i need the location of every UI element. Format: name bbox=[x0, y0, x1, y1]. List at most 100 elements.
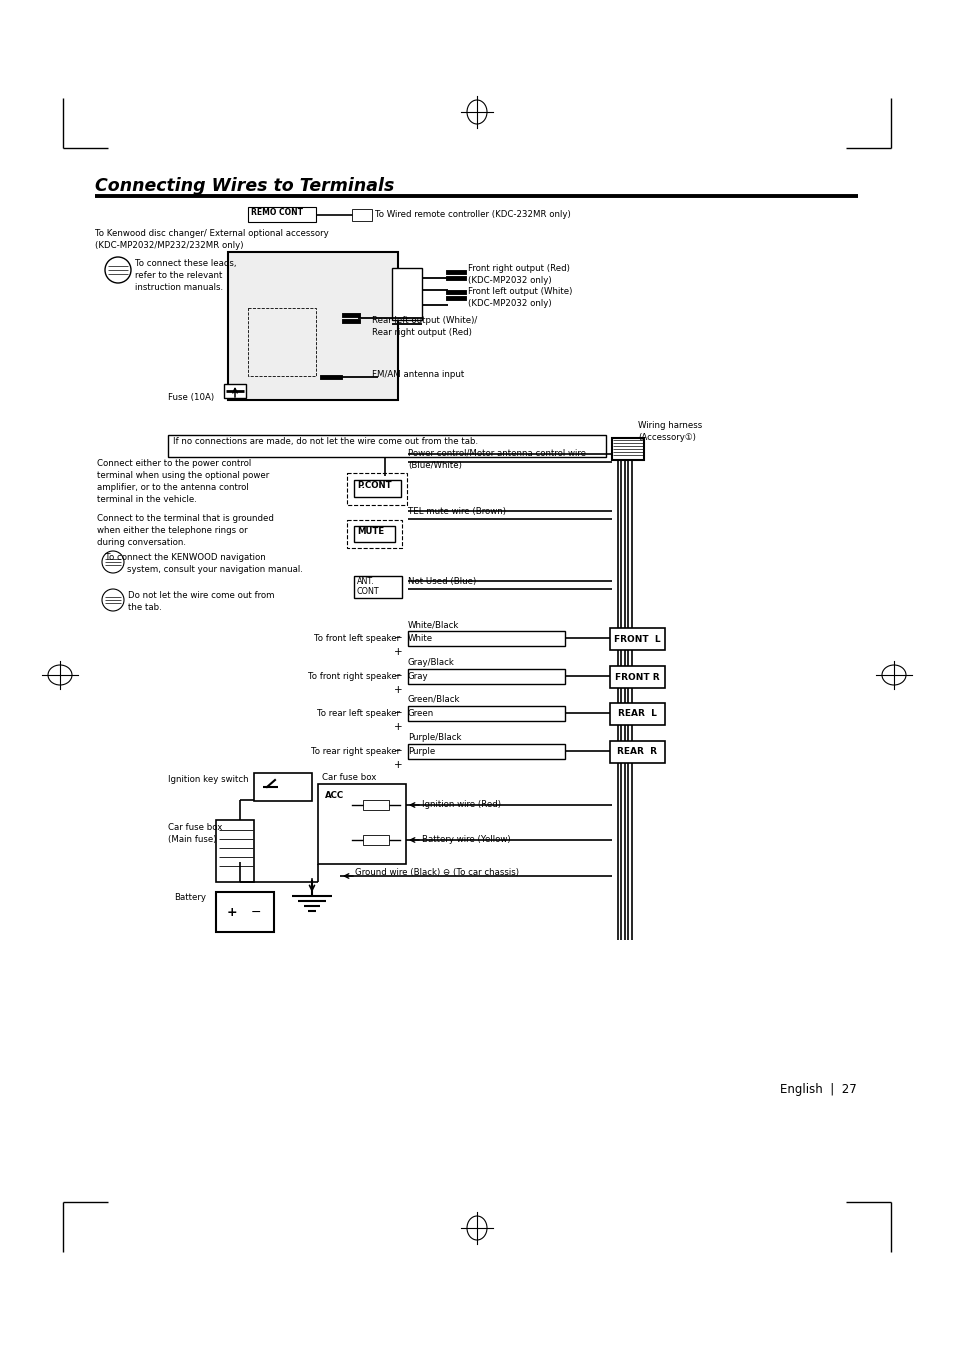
Circle shape bbox=[265, 784, 269, 788]
Text: Front right output (Red): Front right output (Red) bbox=[468, 265, 569, 273]
Text: To rear right speaker: To rear right speaker bbox=[311, 747, 399, 756]
Bar bbox=[253, 774, 312, 801]
Bar bbox=[354, 576, 401, 598]
Text: terminal when using the optional power: terminal when using the optional power bbox=[97, 471, 269, 481]
Text: +: + bbox=[227, 906, 237, 918]
Text: Do not let the wire come out from: Do not let the wire come out from bbox=[128, 591, 274, 599]
Text: To rear left speaker: To rear left speaker bbox=[316, 709, 399, 718]
Bar bbox=[363, 836, 389, 845]
Text: Ignition wire (Red): Ignition wire (Red) bbox=[421, 801, 500, 809]
Bar bbox=[224, 383, 246, 398]
Text: the tab.: the tab. bbox=[128, 603, 162, 612]
Bar bbox=[612, 437, 643, 460]
Text: Ground wire (Black) ⊖ (To car chassis): Ground wire (Black) ⊖ (To car chassis) bbox=[355, 868, 518, 878]
Text: (KDC-MP2032 only): (KDC-MP2032 only) bbox=[468, 275, 551, 285]
Text: ANT.: ANT. bbox=[356, 576, 375, 586]
Text: REMO CONT: REMO CONT bbox=[251, 208, 303, 217]
Text: TEL mute wire (Brown): TEL mute wire (Brown) bbox=[408, 508, 505, 516]
Bar bbox=[168, 435, 605, 458]
Text: Purple: Purple bbox=[408, 747, 435, 756]
Text: (Main fuse): (Main fuse) bbox=[168, 836, 216, 844]
Text: Connecting Wires to Terminals: Connecting Wires to Terminals bbox=[95, 177, 394, 194]
Text: To connect the KENWOOD navigation: To connect the KENWOOD navigation bbox=[97, 554, 266, 562]
Text: instruction manuals.: instruction manuals. bbox=[135, 284, 223, 292]
Text: Car fuse box: Car fuse box bbox=[168, 824, 222, 832]
Text: To connect these leads,: To connect these leads, bbox=[135, 259, 236, 269]
Circle shape bbox=[281, 784, 285, 788]
Text: +: + bbox=[394, 647, 402, 657]
Text: +: + bbox=[394, 760, 402, 770]
Text: Car fuse box: Car fuse box bbox=[322, 774, 376, 782]
Text: Wiring harness: Wiring harness bbox=[638, 421, 701, 431]
Text: FM/AM antenna input: FM/AM antenna input bbox=[372, 370, 464, 379]
Text: To front right speaker: To front right speaker bbox=[308, 672, 399, 680]
Text: Battery: Battery bbox=[173, 892, 206, 902]
Bar bbox=[609, 628, 664, 649]
Bar bbox=[408, 744, 564, 759]
Text: during conversation.: during conversation. bbox=[97, 539, 186, 547]
Bar bbox=[215, 892, 274, 931]
Text: Front left output (White): Front left output (White) bbox=[468, 288, 572, 296]
Text: Fuse (10A): Fuse (10A) bbox=[168, 393, 213, 402]
Text: −: − bbox=[251, 906, 261, 918]
Bar bbox=[408, 630, 564, 647]
Text: P.CONT: P.CONT bbox=[356, 481, 392, 490]
Text: White: White bbox=[408, 634, 433, 643]
Text: (KDC-MP2032 only): (KDC-MP2032 only) bbox=[468, 298, 551, 308]
Text: White/Black: White/Black bbox=[408, 620, 459, 629]
Text: REAR  R: REAR R bbox=[617, 748, 657, 756]
Text: (Blue/White): (Blue/White) bbox=[408, 460, 461, 470]
Text: Connect to the terminal that is grounded: Connect to the terminal that is grounded bbox=[97, 514, 274, 522]
Bar bbox=[347, 520, 401, 548]
Text: (Accessory①): (Accessory①) bbox=[638, 433, 695, 441]
Text: To Kenwood disc changer/ External optional accessory: To Kenwood disc changer/ External option… bbox=[95, 230, 329, 238]
Text: Connect either to the power control: Connect either to the power control bbox=[97, 459, 251, 468]
Text: +: + bbox=[394, 684, 402, 695]
Bar bbox=[363, 801, 389, 810]
Text: Rear left output (White)/: Rear left output (White)/ bbox=[372, 316, 476, 325]
Bar bbox=[392, 269, 421, 320]
Text: Battery wire (Yellow): Battery wire (Yellow) bbox=[421, 836, 510, 844]
Text: Green/Black: Green/Black bbox=[408, 695, 460, 703]
Text: ACC: ACC bbox=[325, 791, 344, 801]
Text: Ignition key switch: Ignition key switch bbox=[168, 775, 249, 784]
Bar bbox=[354, 526, 395, 541]
Bar bbox=[408, 670, 564, 684]
Text: Not Used (Blue): Not Used (Blue) bbox=[408, 576, 476, 586]
Bar bbox=[609, 703, 664, 725]
Text: If no connections are made, do not let the wire come out from the tab.: If no connections are made, do not let t… bbox=[172, 437, 477, 446]
Bar bbox=[317, 784, 406, 864]
Text: amplifier, or to the antenna control: amplifier, or to the antenna control bbox=[97, 483, 249, 491]
Bar bbox=[408, 706, 564, 721]
Text: CONT: CONT bbox=[356, 587, 379, 595]
Text: when either the telephone rings or: when either the telephone rings or bbox=[97, 526, 248, 535]
Text: To Wired remote controller (KDC-232MR only): To Wired remote controller (KDC-232MR on… bbox=[375, 211, 570, 219]
Bar bbox=[347, 472, 407, 505]
Bar bbox=[609, 741, 664, 763]
Text: system, consult your navigation manual.: system, consult your navigation manual. bbox=[127, 566, 302, 574]
Text: −: − bbox=[394, 747, 402, 756]
Text: refer to the relevant: refer to the relevant bbox=[135, 271, 222, 279]
Text: Gray: Gray bbox=[408, 672, 428, 680]
Text: Green: Green bbox=[408, 709, 434, 718]
Bar bbox=[228, 252, 397, 400]
Text: −: − bbox=[394, 707, 402, 718]
Text: To front left speaker: To front left speaker bbox=[314, 634, 399, 643]
Bar bbox=[352, 209, 372, 221]
Text: +: + bbox=[394, 722, 402, 732]
Text: Purple/Black: Purple/Black bbox=[408, 733, 461, 743]
Circle shape bbox=[273, 784, 276, 788]
Bar bbox=[354, 481, 400, 497]
Text: English  |  27: English | 27 bbox=[780, 1083, 856, 1096]
Text: REAR  L: REAR L bbox=[617, 710, 656, 718]
Bar bbox=[248, 207, 315, 221]
Text: −: − bbox=[394, 671, 402, 680]
Text: Rear right output (Red): Rear right output (Red) bbox=[372, 328, 472, 338]
Text: FRONT  L: FRONT L bbox=[613, 634, 659, 644]
Bar bbox=[215, 819, 253, 882]
Bar bbox=[248, 308, 315, 377]
Bar bbox=[609, 666, 664, 688]
Text: (KDC-MP2032/MP232/232MR only): (KDC-MP2032/MP232/232MR only) bbox=[95, 242, 243, 250]
Text: Power control/Motor antenna control wire: Power control/Motor antenna control wire bbox=[408, 450, 585, 458]
Text: Gray/Black: Gray/Black bbox=[408, 657, 455, 667]
